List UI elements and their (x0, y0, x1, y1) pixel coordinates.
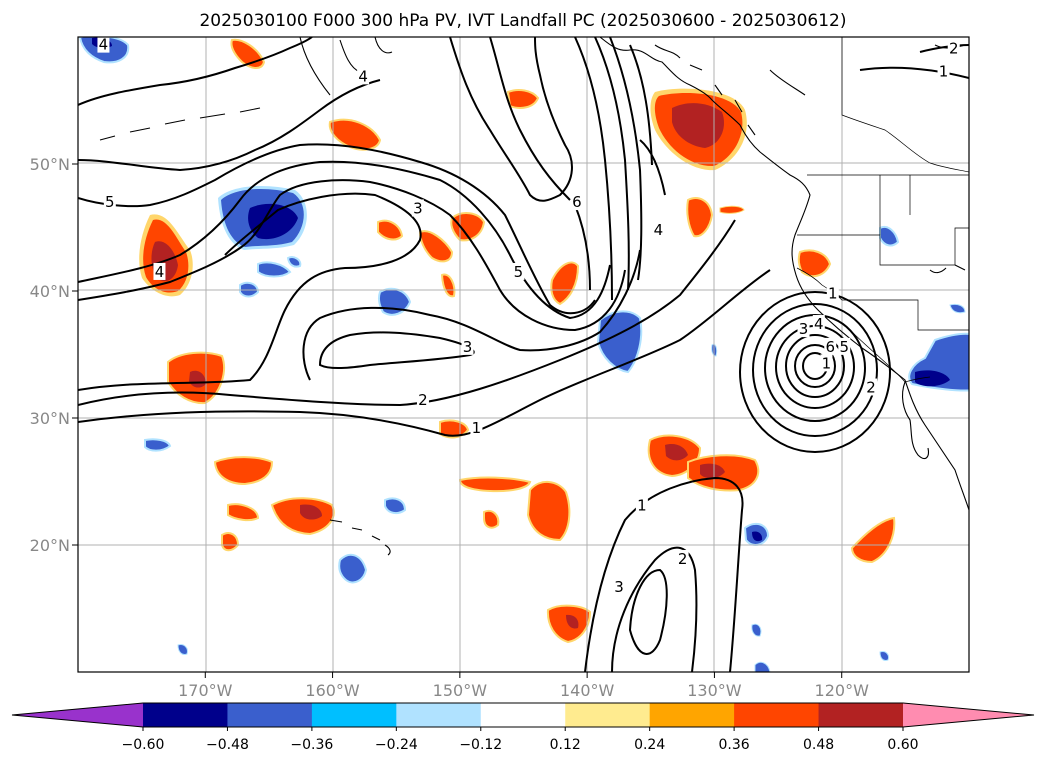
contour-label-bg (635, 496, 648, 514)
contour-label: 4 (654, 221, 664, 239)
contour-label: 5 (105, 193, 115, 211)
gridlines (78, 37, 969, 672)
ivt-contours (78, 37, 969, 672)
contour-label: 3 (413, 199, 423, 217)
contour-label: 3 (614, 578, 624, 596)
colorbar-tick-label: 0.60 (887, 737, 918, 753)
x-tick-label: 170°W (178, 681, 233, 700)
y-tick-label: 40°N (30, 282, 70, 301)
x-tick-label: 150°W (433, 681, 488, 700)
colorbar-segment (649, 703, 735, 727)
colorbar-segment (818, 703, 904, 727)
contour-label: 2 (949, 39, 959, 57)
contour-label-bg (812, 315, 825, 333)
x-tick-label: 130°W (687, 681, 742, 700)
x-tick-label: 120°W (815, 681, 870, 700)
contour-label-bg (357, 67, 370, 85)
contour-label: 1 (828, 285, 838, 303)
contour-label: 3 (463, 338, 473, 356)
contour-label: 1 (939, 62, 949, 80)
contour-label: 2 (866, 379, 876, 397)
colorbar-segment (143, 703, 228, 727)
contour-label-bg (97, 37, 110, 53)
contour-label: 1 (822, 354, 832, 372)
colorbar-segment (734, 703, 820, 727)
colorbar-tick-label: 0.12 (550, 737, 581, 753)
map-frame (77, 36, 970, 673)
colorbar-tick-label: −0.12 (459, 737, 502, 753)
colorbar: −0.60 −0.48 −0.36 −0.24 −0.12 0.12 0.24 0.36 0.4… (11, 702, 1035, 753)
contour-label-bg (570, 193, 583, 211)
contour-label-bg (826, 284, 839, 302)
y-tick-label: 20°N (30, 536, 70, 555)
colorbar-tick-label: −0.24 (375, 737, 418, 753)
contour-label: 6 (825, 338, 835, 356)
colorbar-tick-label: −0.60 (122, 737, 165, 753)
colorbar-tick-label: −0.48 (206, 737, 249, 753)
pv-shading (78, 37, 969, 672)
contour-label-bg (824, 337, 837, 355)
colorbar-tick-label: −0.36 (290, 737, 333, 753)
contour-label-bg (652, 221, 665, 239)
contour-label: 5 (514, 263, 524, 281)
contour-label: 1 (637, 497, 647, 515)
contour-label-bg (103, 193, 116, 211)
colorbar-segment (227, 703, 313, 727)
contour-label: 2 (418, 391, 428, 409)
contour-label-bg (676, 549, 689, 567)
contour-label-bg (864, 378, 877, 396)
colorbar-segment (396, 703, 482, 727)
contour-label: 5 (839, 338, 849, 356)
contour-label: 6 (572, 193, 582, 211)
contour-label-bg (512, 262, 525, 280)
colorbar-extend-low (12, 703, 143, 727)
x-tick-label: 160°W (305, 681, 360, 700)
contour-label-bg (416, 391, 429, 409)
y-tick-labels: 20°N 30°N 40°N 50°N (30, 155, 78, 555)
x-tick-labels: 170°W 160°W 150°W 140°W 130°W 120°W (178, 672, 869, 700)
colorbar-extend-high (903, 703, 1034, 727)
x-tick-label: 140°W (560, 681, 615, 700)
contour-label-bg (612, 577, 625, 595)
contour-label-bg (947, 39, 960, 57)
contour-label: 4 (155, 263, 165, 281)
contour-label: 4 (358, 67, 368, 85)
contour-label-bg (838, 337, 851, 355)
contour-label-bg (411, 199, 424, 217)
chart-title: 2025030100 F000 300 hPa PV, IVT Landfall… (199, 11, 846, 31)
contour-label: 2 (678, 550, 688, 568)
contour-label: 1 (472, 419, 482, 437)
colorbar-segment (311, 703, 397, 727)
colorbar-segment (480, 703, 566, 727)
contour-label-bg (937, 62, 950, 80)
contour-label-bg (820, 354, 833, 372)
contour-label-bg (153, 262, 166, 280)
colorbar-segment (565, 703, 651, 727)
colorbar-tick-label: 0.24 (634, 737, 665, 753)
contour-label: 3 (799, 320, 809, 338)
y-tick-label: 50°N (30, 155, 70, 174)
contour-label-bg (797, 320, 810, 338)
colorbar-tick-label: 0.48 (803, 737, 834, 753)
colorbar-tick-label: 0.36 (719, 737, 750, 753)
contour-label: 4 (814, 315, 824, 333)
contour-label-bg (470, 419, 483, 437)
contour-label-bg (461, 337, 474, 355)
y-tick-label: 30°N (30, 409, 70, 428)
contour-label: 4 (99, 36, 109, 54)
